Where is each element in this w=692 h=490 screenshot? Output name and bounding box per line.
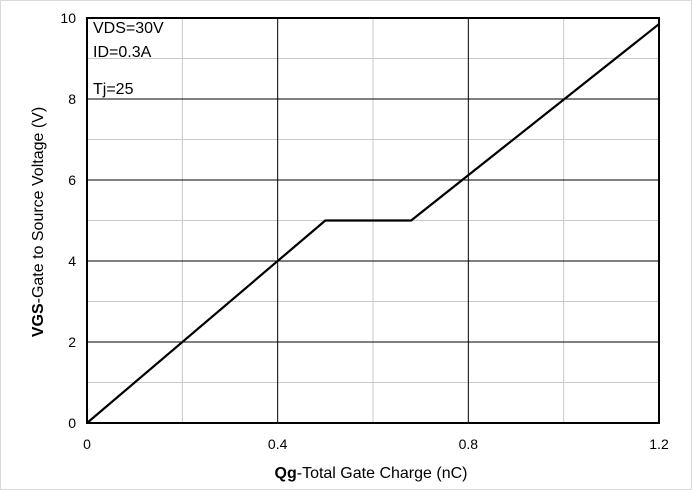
x-tick-label: 0 [83, 436, 91, 452]
y-tick-label: 4 [68, 253, 76, 269]
y-tick-label: 0 [68, 415, 76, 431]
y-axis-label-bold: VGS [30, 303, 47, 337]
x-tick-label: 0.8 [459, 436, 479, 452]
x-axis-label: Qg-Total Gate Charge (nC) [275, 465, 468, 482]
y-tick-label: 10 [60, 10, 76, 26]
series-line [86, 23, 660, 424]
y-axis-label-rest: -Gate to Source Voltage (V) [30, 107, 47, 304]
annotation-vds: VDS=30V [93, 20, 164, 37]
y-tick-labels: 0 2 4 6 8 10 [60, 10, 76, 431]
x-tick-label: 0.4 [268, 436, 288, 452]
annotation-tj: Tj=25 [93, 81, 134, 98]
plot-border [86, 17, 660, 424]
series-layer [86, 23, 660, 424]
x-tick-labels: 0 0.4 0.8 1.2 [83, 436, 669, 452]
y-tick-label: 6 [68, 172, 76, 188]
y-axis-label: VGS-Gate to Source Voltage (V) [30, 107, 47, 337]
annotation-id: ID=0.3A [93, 44, 152, 61]
x-axis-label-bold: Qg [275, 465, 297, 482]
y-tick-label: 2 [68, 334, 76, 350]
x-tick-label: 1.2 [649, 436, 669, 452]
x-axis-label-rest: -Total Gate Charge (nC) [297, 465, 468, 482]
y-tick-label: 8 [68, 91, 76, 107]
